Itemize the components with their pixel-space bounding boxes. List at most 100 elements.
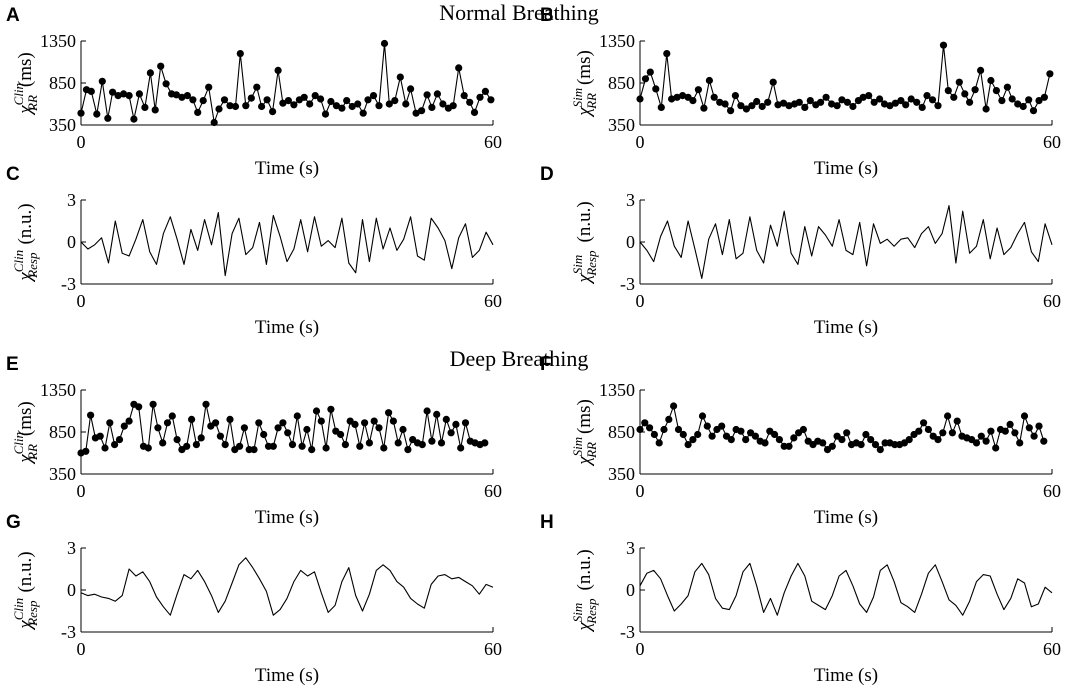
data-point-e-43	[284, 429, 292, 437]
data-point-a-11	[135, 90, 143, 98]
data-point-b-3	[652, 85, 660, 93]
data-point-b-61	[961, 90, 969, 98]
y-axis-label-sup-e: Clin	[11, 432, 26, 454]
data-point-f-64	[944, 412, 952, 420]
x-tick-label-d-0: 0	[636, 291, 645, 311]
data-point-a-66	[428, 103, 436, 111]
data-point-e-36	[250, 446, 258, 454]
data-point-a-60	[396, 73, 404, 81]
panel-f: F 350 850 1350 0 60 Time (s) χSimRR (ms)	[540, 354, 1061, 528]
data-point-f-26	[761, 439, 769, 447]
data-point-e-50	[317, 417, 325, 425]
y-axis-label-symbol-h: χ	[574, 622, 595, 633]
data-point-e-1	[82, 447, 90, 455]
data-point-e-8	[115, 436, 124, 444]
data-point-b-52	[913, 98, 921, 106]
data-point-e-29	[216, 432, 224, 440]
y-tick-label-c-2: 3	[67, 190, 76, 210]
data-point-f-4	[655, 439, 663, 447]
data-point-e-7	[111, 441, 119, 449]
data-point-e-5	[101, 444, 109, 452]
panel-letter-c: C	[6, 164, 20, 185]
data-point-b-18	[731, 92, 740, 100]
data-point-a-27	[220, 96, 229, 104]
data-point-b-55	[928, 96, 937, 104]
data-point-f-3	[650, 430, 659, 439]
data-point-b-70	[1008, 95, 1016, 103]
panel-letter-h: H	[540, 512, 554, 533]
data-point-a-2	[87, 87, 95, 95]
data-point-e-65	[389, 417, 397, 425]
y-axis-label-sub-d: Resp	[584, 250, 599, 277]
data-point-a-37	[274, 66, 282, 74]
data-point-e-71	[418, 441, 426, 449]
data-point-e-26	[202, 400, 210, 408]
y-tick-label-c-1: 0	[67, 232, 76, 252]
data-point-a-45	[317, 95, 325, 103]
data-point-b-39	[843, 98, 852, 106]
data-point-b-74	[1029, 107, 1038, 115]
data-point-b-59	[950, 93, 958, 101]
data-point-f-48	[867, 436, 875, 444]
data-point-e-79	[457, 444, 465, 452]
y-tick-label-e-2: 1350	[40, 380, 76, 400]
data-point-e-41	[274, 424, 282, 432]
data-point-a-63	[412, 109, 420, 117]
y-axis-label-c: χClinResp (n.u.)	[11, 203, 40, 282]
data-point-b-14	[710, 93, 718, 101]
data-point-a-51	[348, 102, 356, 111]
x-tick-label-a-1: 60	[484, 132, 502, 152]
y-axis-label-sup-b: Sim	[570, 88, 585, 108]
y-tick-label-b-0: 350	[608, 115, 635, 135]
data-point-b-42	[859, 93, 867, 101]
data-point-b-36	[828, 100, 836, 108]
data-point-e-4	[96, 432, 104, 440]
data-point-e-76	[442, 415, 450, 423]
data-point-a-39	[284, 97, 292, 105]
panel-a: A 350 850 1350 0 60 Time (s) χClinRR (ms)	[6, 5, 502, 179]
data-point-e-19	[168, 412, 176, 420]
data-point-b-75	[1035, 97, 1043, 105]
data-point-f-12	[694, 430, 702, 439]
data-point-a-22	[194, 108, 202, 116]
y-tick-label-e-1: 850	[49, 422, 76, 442]
data-point-f-28	[771, 430, 779, 439]
panel-letter-a: A	[6, 5, 20, 26]
data-point-a-26	[215, 105, 223, 113]
x-tick-label-g-0: 0	[77, 639, 86, 659]
y-axis-label-unit-h: (n.u.)	[574, 549, 595, 590]
data-point-e-52	[327, 405, 335, 413]
x-axis-label-h: Time (s)	[814, 665, 878, 686]
data-point-e-57	[351, 420, 359, 428]
data-point-a-19	[178, 93, 186, 101]
data-point-f-81	[1025, 424, 1033, 432]
data-point-b-63	[971, 86, 979, 94]
data-point-a-28	[226, 102, 234, 110]
y-axis-label-g: χClinResp (n.u.)	[11, 551, 40, 630]
y-tick-label-h-0: -3	[620, 622, 635, 642]
y-tick-label-b-2: 1350	[599, 31, 635, 51]
x-tick-label-e-0: 0	[77, 481, 86, 501]
y-axis-label-sub-c: Resp	[25, 252, 40, 279]
y-axis-label-d: χSimResp (n.u.)	[570, 201, 599, 284]
data-point-e-78	[452, 420, 460, 428]
data-point-a-6	[109, 88, 117, 96]
data-point-b-57	[939, 41, 948, 49]
x-tick-label-a-0: 0	[77, 132, 86, 152]
data-point-a-21	[189, 96, 197, 104]
data-point-a-13	[146, 69, 154, 77]
data-point-f-34	[799, 425, 808, 434]
y-tick-label-c-0: -3	[61, 274, 76, 294]
series-line-d	[639, 205, 1053, 279]
data-point-b-17	[727, 107, 735, 115]
series-line-c	[80, 212, 494, 277]
data-point-f-24	[751, 432, 760, 440]
x-tick-label-c-0: 0	[77, 291, 86, 311]
y-axis-label-a: χClinRR (ms)	[11, 52, 40, 115]
data-point-b-69	[1003, 83, 1012, 91]
data-point-b-43	[865, 92, 873, 100]
data-point-b-60	[955, 78, 963, 86]
data-point-b-67	[992, 87, 1001, 95]
data-point-a-62	[407, 85, 415, 93]
